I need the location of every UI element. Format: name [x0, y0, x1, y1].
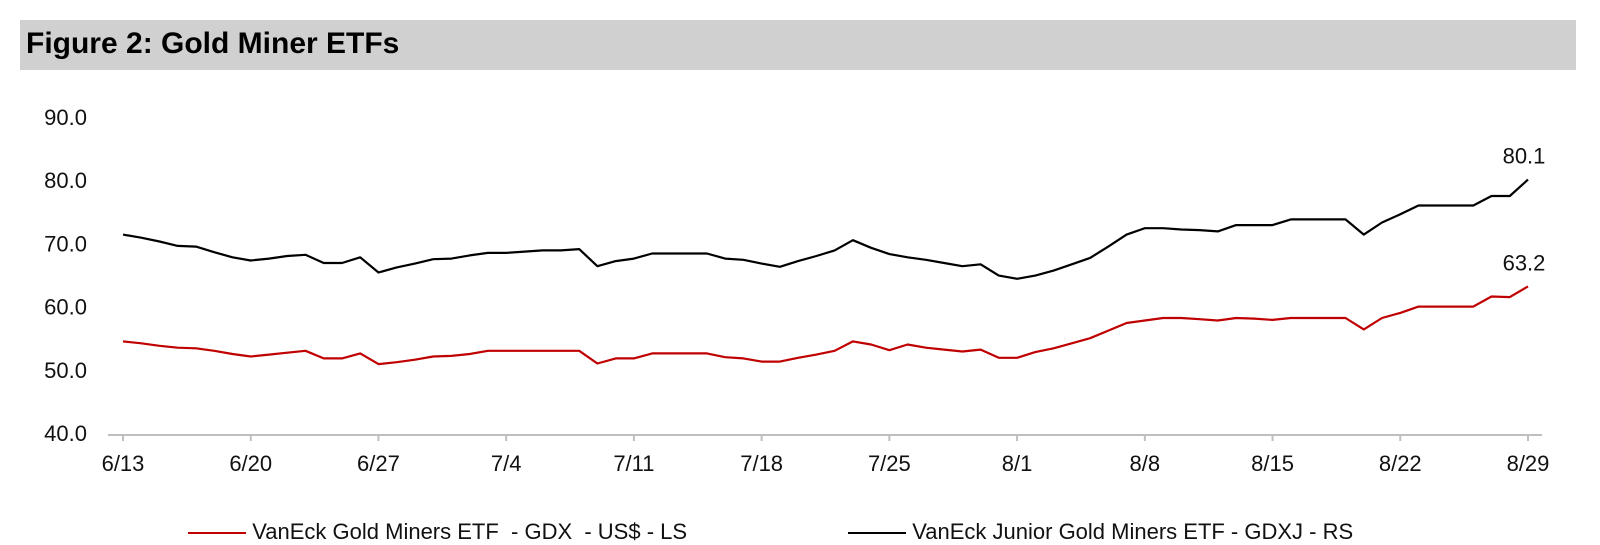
- y-tick-label: 80.0: [44, 168, 87, 193]
- x-axis-ticks: 6/13 6/20 6/27 7/4 7/11 7/18 7/25 8/1 8/8 8/15 8/2…: [102, 435, 1550, 476]
- series-line-gdxj: [122, 178, 1529, 280]
- data-label: 80.1: [1503, 144, 1546, 169]
- x-tick-label: 8/1: [1002, 451, 1033, 476]
- y-tick-label: 40.0: [44, 421, 87, 446]
- title-bar: Figure 2: Gold Miner ETFs: [20, 20, 1576, 70]
- x-tick-label: 8/15: [1251, 451, 1294, 476]
- y-tick-label: 60.0: [44, 295, 87, 320]
- legend-swatch-gdx: [188, 532, 247, 535]
- x-tick-label: 6/20: [229, 451, 272, 476]
- x-tick-label: 7/4: [491, 451, 522, 476]
- annotation-layer: 80.1 63.2: [1503, 144, 1546, 276]
- legend-item-gdxj: VanEck Junior Gold Miners ETF - GDXJ - R…: [836, 493, 1353, 545]
- x-tick-label: 7/18: [740, 451, 783, 476]
- x-tick-label: 8/22: [1379, 451, 1422, 476]
- y-axis-ticks: 40.0 50.0 60.0 70.0 80.0 90.0: [44, 105, 87, 446]
- legend-swatch-gdxj: [848, 532, 907, 535]
- x-tick-label: 7/25: [868, 451, 911, 476]
- x-tick-label: 8/8: [1130, 451, 1161, 476]
- x-tick-label: 8/29: [1507, 451, 1550, 476]
- legend-item-gdx: VanEck Gold Miners ETF - GDX - US$ - LS: [176, 493, 687, 545]
- x-tick-label: 6/13: [102, 451, 145, 476]
- y-tick-label: 70.0: [44, 231, 87, 256]
- series-layer: [122, 178, 1529, 366]
- y-tick-label: 90.0: [44, 105, 87, 130]
- data-label: 63.2: [1503, 250, 1546, 275]
- x-tick-label: 6/27: [357, 451, 400, 476]
- line-chart: 40.0 50.0 60.0 70.0 80.0 90.0 6/13 6/20 6/27 7/4…: [44, 105, 1550, 476]
- y-tick-label: 50.0: [44, 358, 87, 383]
- chart-title: Figure 2: Gold Miner ETFs: [26, 27, 400, 60]
- series-line-gdx: [122, 285, 1529, 366]
- x-tick-label: 7/11: [613, 451, 654, 476]
